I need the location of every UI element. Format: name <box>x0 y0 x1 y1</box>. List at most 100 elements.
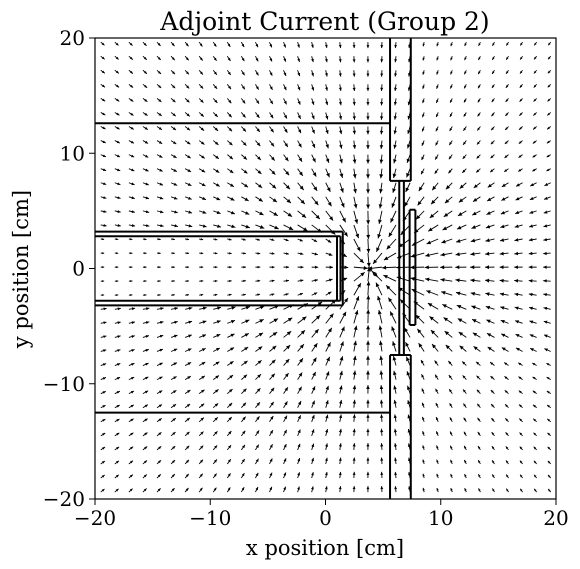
quiver-arrow <box>437 488 439 492</box>
quiver-arrow <box>490 362 494 365</box>
quiver-arrow <box>463 403 466 407</box>
quiver-arrow <box>227 445 231 450</box>
quiver-arrow <box>298 401 301 408</box>
quiver-arrow <box>255 252 260 254</box>
quiver-arrow <box>435 360 439 365</box>
quiver-arrow <box>185 294 189 296</box>
quiver-arrow <box>101 266 104 268</box>
quiver-arrow <box>339 429 342 436</box>
quiver-arrow <box>326 225 336 235</box>
quiver-arrow <box>471 292 481 296</box>
quiver-arrow <box>340 356 344 365</box>
quiver-arrow <box>269 487 272 492</box>
quiver-arrow <box>255 169 261 174</box>
quiver-arrow <box>533 127 537 130</box>
quiver-arrow <box>450 84 452 88</box>
quiver-arrow <box>354 197 358 209</box>
quiver-arrow <box>431 330 438 337</box>
quiver-arrow <box>284 183 290 189</box>
quiver-arrow <box>429 316 438 323</box>
quiver-arrow <box>312 252 318 255</box>
quiver-arrow <box>547 391 551 394</box>
quiver-arrow <box>326 266 333 269</box>
quiver-arrow <box>448 361 452 366</box>
quiver-arrow <box>412 289 425 295</box>
quiver-arrow <box>544 197 551 200</box>
quiver-arrow <box>157 432 161 436</box>
quiver-arrow <box>340 327 345 338</box>
quiver-arrow <box>465 488 467 492</box>
quiver-arrow <box>446 183 452 190</box>
quiver-arrow <box>241 56 244 61</box>
quiver-arrow <box>297 56 300 62</box>
quiver-arrow <box>464 112 467 116</box>
quiver-arrow <box>269 70 272 75</box>
quiver-arrow <box>185 349 191 352</box>
quiver-arrow <box>543 265 551 268</box>
quiver-arrow <box>171 460 175 464</box>
quiver-arrow <box>213 294 217 296</box>
quiver-arrow <box>547 141 551 144</box>
quiver-arrow <box>435 169 439 174</box>
quiver-arrow <box>227 197 234 201</box>
quiver-arrow <box>269 280 274 283</box>
quiver-arrow <box>312 343 318 351</box>
quiver-arrow <box>171 98 175 102</box>
quiver-arrow <box>425 278 438 282</box>
quiver-arrow <box>284 84 287 90</box>
quiver-arrow <box>101 294 104 296</box>
quiver-arrow <box>312 266 319 269</box>
quiver-arrow <box>185 84 189 88</box>
quiver-arrow <box>115 84 119 87</box>
quiver-arrow <box>241 347 248 351</box>
quiver-arrow <box>436 445 438 449</box>
quiver-arrow <box>441 239 452 243</box>
quiver-arrow <box>213 348 220 352</box>
quiver-arrow <box>392 341 396 351</box>
quiver-arrow <box>455 265 466 269</box>
quiver-arrow <box>199 266 203 268</box>
quiver-arrow <box>501 320 509 323</box>
quiver-arrow <box>465 42 467 46</box>
quiver-arrow <box>485 252 494 256</box>
quiver-arrow <box>340 341 344 351</box>
chart-title: Adjoint Current (Group 2) <box>159 7 489 36</box>
quiver-arrow <box>450 70 452 74</box>
quiver-arrow <box>354 296 359 309</box>
quiver-arrow <box>326 357 330 366</box>
quiver-arrow <box>269 197 276 202</box>
quiver-arrow <box>171 280 175 282</box>
quiver-arrow <box>101 112 106 115</box>
quiver-arrow <box>366 112 369 119</box>
quiver-arrow <box>478 112 481 116</box>
quiver-arrow <box>505 127 508 130</box>
quiver-arrow <box>241 431 245 436</box>
quiver-arrow <box>391 326 396 337</box>
quiver-arrow <box>199 252 203 254</box>
quiver-arrow <box>530 197 537 200</box>
quiver-arrow <box>311 472 314 478</box>
quiver-arrow <box>519 112 522 115</box>
quiver-arrow <box>185 446 189 450</box>
quiver-arrow <box>241 169 247 174</box>
quiver-arrow <box>379 326 383 338</box>
quiver-arrow <box>380 429 383 436</box>
quiver-arrow <box>529 238 537 241</box>
quiver-arrow <box>284 141 288 147</box>
quiver-arrow <box>515 306 523 309</box>
quiver-arrow <box>312 315 321 323</box>
quiver-arrow <box>298 266 304 269</box>
quiver-arrow <box>213 56 216 61</box>
quiver-arrow <box>325 42 328 48</box>
quiver-arrow <box>376 239 382 252</box>
quiver-arrow <box>491 418 494 422</box>
quiver-arrow <box>492 446 495 450</box>
quiver-arrow <box>478 432 481 436</box>
quiver-arrow <box>227 334 234 338</box>
quiver-arrow <box>445 331 453 337</box>
quiver-arrow <box>297 84 300 90</box>
quiver-arrow <box>199 362 205 365</box>
quiver-arrow <box>101 349 107 352</box>
quiver-arrow <box>366 385 370 393</box>
quiver-arrow <box>326 314 334 324</box>
